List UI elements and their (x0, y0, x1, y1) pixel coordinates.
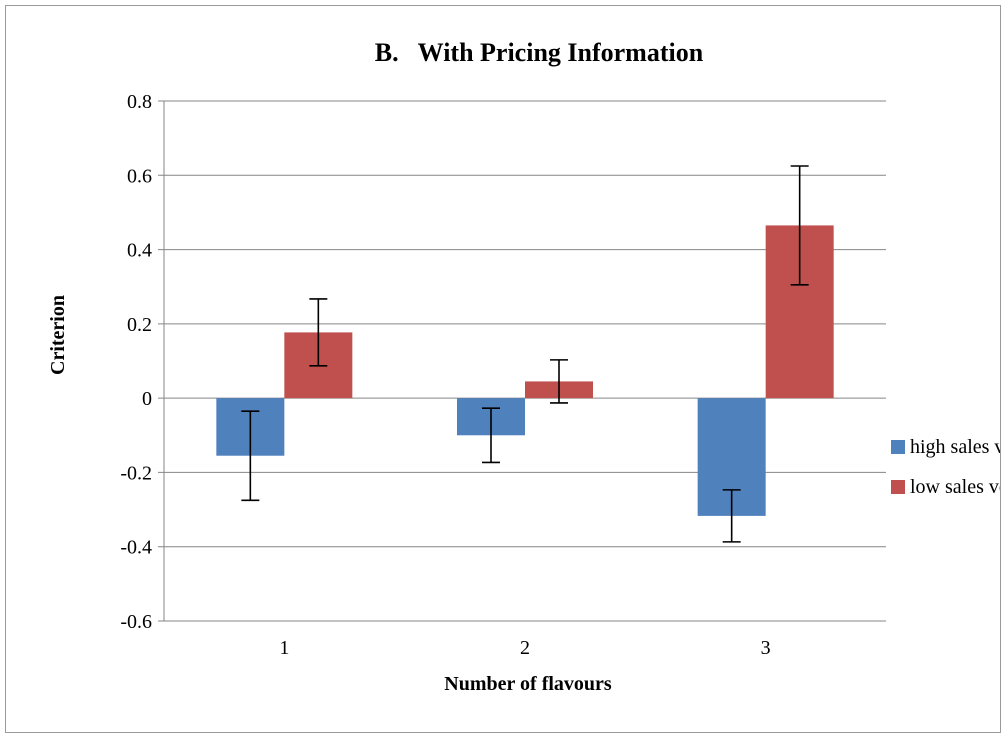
y-tick-label: 0.8 (127, 91, 152, 113)
x-tick-label: 2 (520, 637, 530, 659)
legend: high sales volume low sales volumes (891, 436, 1007, 498)
y-tick-label: 0.4 (127, 240, 152, 262)
y-tick-label: 0.6 (127, 165, 152, 187)
chart-title: B. With Pricing Information (375, 38, 704, 67)
error-bar-high-1 (241, 410, 260, 502)
error-bar-low-2 (550, 359, 568, 404)
x-tick-labels: 1 2 3 (279, 637, 770, 659)
y-tick-label: -0.2 (120, 462, 152, 484)
error-bars (241, 165, 809, 543)
legend-swatch (891, 480, 905, 494)
y-tick-label: 0.2 (127, 314, 152, 336)
error-bar-low-3 (790, 165, 809, 286)
y-tick-label: 0 (142, 388, 152, 410)
chart-svg: B. With Pricing Information Criterion Nu… (47, 38, 1007, 695)
y-axis-label: Criterion (47, 295, 69, 375)
y-tick-labels: 0.8 0.6 0.4 0.2 0 -0.2 -0.4 -0.6 (120, 91, 152, 633)
x-tick-label: 1 (279, 637, 289, 659)
legend-label: low sales volumes (910, 476, 1000, 498)
y-tick-label: -0.4 (120, 537, 152, 559)
y-tick-label: -0.6 (120, 611, 152, 633)
legend-swatch (891, 440, 905, 454)
legend-label: high sales volume (910, 436, 1000, 458)
error-bar-high-3 (722, 489, 741, 543)
error-bar-high-2 (482, 407, 500, 464)
error-bar-low-1 (309, 298, 328, 367)
x-axis-label: Number of flavours (444, 673, 612, 695)
chart-frame: B. With Pricing Information Criterion Nu… (5, 5, 1007, 733)
x-tick-label: 3 (761, 637, 771, 659)
